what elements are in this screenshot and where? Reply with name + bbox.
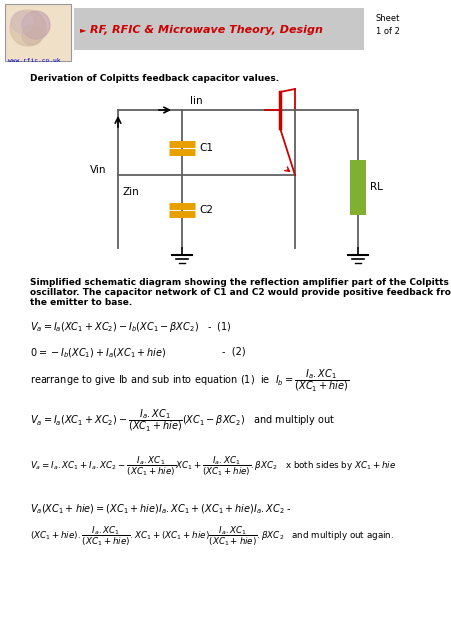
Text: www.rfic.co.uk: www.rfic.co.uk: [8, 58, 60, 63]
Text: $V_a(XC_1 + hie) = (XC_1 + hie)I_a.XC_1 + (XC_1 + hie)I_a.XC_2$ -: $V_a(XC_1 + hie) = (XC_1 + hie)I_a.XC_1 …: [30, 502, 291, 516]
Text: Iin: Iin: [189, 96, 202, 106]
Text: $0 = -I_b(XC_1) + I_a(XC_1 + hie)$: $0 = -I_b(XC_1) + I_a(XC_1 + hie)$: [30, 346, 166, 360]
Text: the emitter to base.: the emitter to base.: [30, 298, 132, 307]
Text: -  (2): - (2): [221, 346, 245, 356]
Text: Sheet
1 of 2: Sheet 1 of 2: [375, 14, 400, 35]
Text: $V_a = I_a(XC_1 + XC_2) - \dfrac{I_a.XC_1}{(XC_1 + hie)}(XC_1 - \beta XC_2)$   a: $V_a = I_a(XC_1 + XC_2) - \dfrac{I_a.XC_…: [30, 408, 335, 435]
Text: Zin: Zin: [123, 187, 139, 197]
Text: RF, RFIC & Microwave Theory, Design: RF, RFIC & Microwave Theory, Design: [90, 25, 322, 35]
Text: Derivation of Colpitts feedback capacitor values.: Derivation of Colpitts feedback capacito…: [30, 74, 279, 83]
Text: oscillator. The capacitor network of C1 and C2 would provide positive feedback f: oscillator. The capacitor network of C1 …: [30, 288, 451, 297]
Bar: [5, 4, 71, 61]
Bar: [74, 8, 363, 50]
Circle shape: [22, 11, 50, 39]
Text: Simplified schematic diagram showing the reflection amplifier part of the Colpit: Simplified schematic diagram showing the…: [30, 278, 448, 287]
Circle shape: [10, 10, 46, 46]
Text: Vin: Vin: [90, 165, 106, 175]
Text: rearrange to give Ib and sub into equation (1)  ie  $I_b = \dfrac{I_a.XC_1}{(XC_: rearrange to give Ib and sub into equati…: [30, 368, 348, 394]
Circle shape: [22, 25, 42, 45]
Text: RL: RL: [369, 182, 382, 192]
Text: $V_a = I_a(XC_1 + XC_2) - I_b(XC_1 - \beta XC_2)$   -  (1): $V_a = I_a(XC_1 + XC_2) - I_b(XC_1 - \be…: [30, 320, 231, 334]
Bar: [349, 160, 365, 215]
Text: $V_a = I_a.XC_1 + I_a.XC_2 - \dfrac{I_a.XC_1}{(XC_1 + hie)}XC_1 + \dfrac{I_a.XC_: $V_a = I_a.XC_1 + I_a.XC_2 - \dfrac{I_a.…: [30, 454, 396, 477]
Text: C2: C2: [198, 205, 212, 215]
Text: ►: ►: [80, 26, 86, 35]
Text: C1: C1: [198, 143, 212, 153]
Text: $(XC_1 + hie).\dfrac{I_a.XC_1}{(XC_1 + hie)}.XC_1 + (XC_1 + hie)\dfrac{I_a.XC_1}: $(XC_1 + hie).\dfrac{I_a.XC_1}{(XC_1 + h…: [30, 524, 393, 548]
Circle shape: [11, 11, 33, 33]
